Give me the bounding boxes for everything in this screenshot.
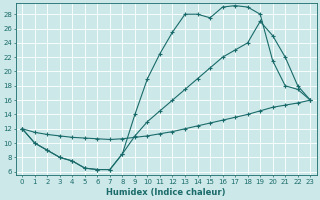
X-axis label: Humidex (Indice chaleur): Humidex (Indice chaleur)	[107, 188, 226, 197]
